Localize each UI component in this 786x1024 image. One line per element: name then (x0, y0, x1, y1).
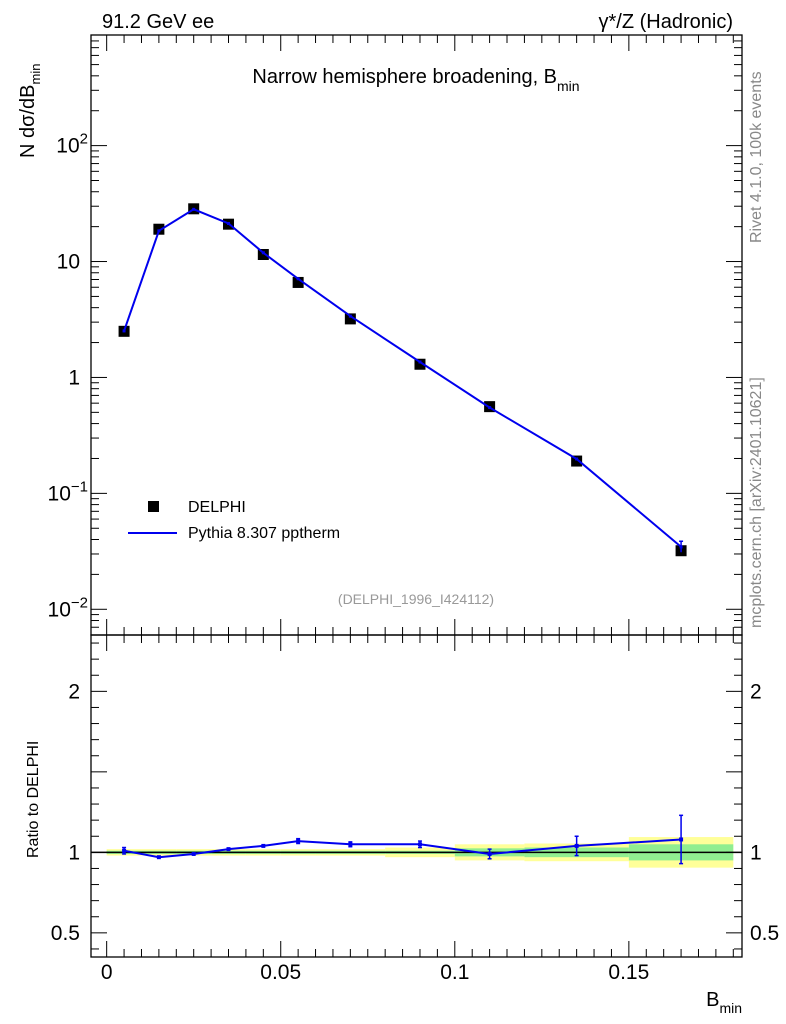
y-tick-label-base: 10 (57, 251, 80, 274)
mc-line (123, 208, 682, 548)
mc-point (418, 360, 422, 364)
x-axis-title-subscript: min (719, 1000, 742, 1016)
y-tick-label-exponent: −2 (71, 594, 88, 611)
y-axis-title-subscript: min (28, 64, 43, 85)
ratio-panel: 0.5 0.51 12 2 0 0.05 0.1 0.15 Ratio to DELPHI … (25, 634, 779, 1016)
data-point (257, 248, 269, 260)
y-axis-title-main: N dσ/dB (17, 85, 39, 159)
y-tick-label: 1 (68, 366, 80, 389)
legend-data-label: DELPHI (188, 499, 246, 516)
mc-point (192, 207, 196, 211)
mcplots-label: mcplots.cern.ch [arXiv:2401.10621] (748, 377, 765, 628)
y-tick-label: 10 (57, 251, 80, 274)
ratio-y-tick-label: 1 (68, 841, 80, 864)
mc-point (227, 221, 231, 225)
x-tick-label: 0.1 (440, 961, 469, 984)
y-axis-title: N dσ/dBmin (17, 64, 43, 158)
chart-title-subscript: min (557, 78, 580, 94)
rivet-version-label: Rivet 4.1.0, 100k events (748, 71, 765, 243)
mc-point (261, 251, 265, 255)
y-tick-label: 10−2 (48, 594, 88, 621)
ratio-point (122, 848, 127, 853)
mc-point (488, 406, 492, 410)
data-point (414, 358, 426, 370)
y-tick-label: 10−1 (48, 478, 88, 505)
ratio-y-tick-label-right: 0.5 (750, 922, 779, 945)
mc-point (575, 457, 579, 461)
x-tick-label: 0.15 (608, 961, 649, 984)
legend-mc-label: Pythia 8.307 pptherm (188, 525, 340, 542)
y-tick-label: 102 (56, 131, 88, 158)
data-point (153, 223, 165, 235)
ratio-axis-title: Ratio to DELPHI (25, 741, 42, 858)
x-tick-label: 0 (101, 961, 113, 984)
ratio-y-tick-label: 0.5 (51, 922, 80, 945)
mc-point (348, 314, 352, 318)
y-tick-label-base: 10 (48, 598, 71, 621)
ratio-y-tick-label: 2 (68, 680, 80, 703)
data-point (344, 313, 356, 325)
ratio-point (226, 847, 231, 852)
data-point (571, 455, 583, 467)
ratio-point (417, 842, 422, 847)
mc-point (122, 329, 126, 333)
ratio-y-tick-label-right: 1 (750, 841, 762, 864)
ratio-y-tick-label-right: 2 (750, 680, 762, 703)
chart-title: Narrow hemisphere broadening, Bmin (252, 66, 579, 94)
ratio-frame (90, 634, 743, 958)
legend-data-marker (148, 501, 159, 512)
x-axis-title-main: B (706, 989, 719, 1011)
ratio-point (574, 843, 579, 848)
y-tick-label-base: 10 (56, 135, 79, 158)
ratio-point (348, 842, 353, 847)
ratio-point (487, 851, 492, 856)
y-tick-label-base: 10 (48, 482, 71, 505)
x-axis-title: Bmin (706, 989, 742, 1016)
y-tick-label-exponent: −1 (71, 478, 88, 495)
mc-point (157, 229, 161, 233)
chart-title-main: Narrow hemisphere broadening, B (252, 66, 557, 88)
data-point (292, 276, 304, 288)
x-tick-label: 0.05 (260, 961, 301, 984)
y-tick-label-exponent: 2 (80, 131, 88, 148)
ratio-point (261, 843, 266, 848)
ratio-point (296, 839, 301, 844)
process-label: γ*/Z (Hadronic) (599, 11, 733, 33)
mc-point (296, 277, 300, 281)
legend: DELPHI Pythia 8.307 pptherm (128, 499, 340, 542)
beam-energy-label: 91.2 GeV ee (102, 11, 214, 33)
main-frame (90, 34, 743, 636)
analysis-ref: (DELPHI_1996_I424112) (338, 591, 494, 607)
ratio-point (156, 855, 161, 860)
y-tick-label-base: 1 (68, 366, 80, 389)
ratio-point (679, 837, 684, 842)
ratio-point (191, 851, 196, 856)
